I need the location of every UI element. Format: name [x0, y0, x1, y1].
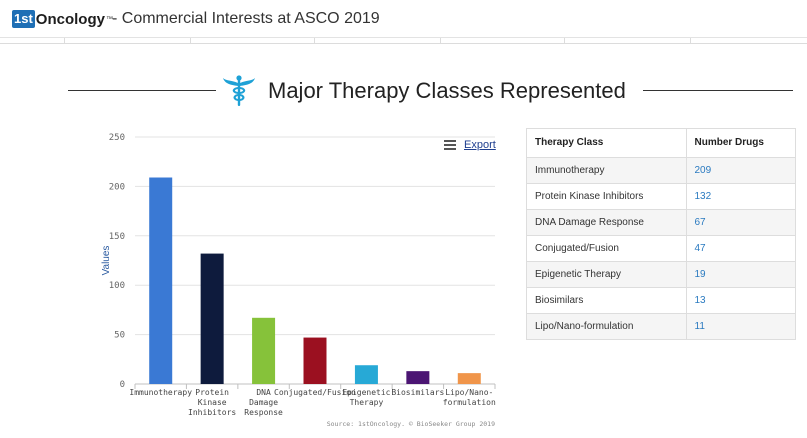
therapy-class-cell: Conjugated/Fusion: [527, 234, 687, 261]
y-axis-title: Values: [101, 246, 112, 276]
y-tick-label: 0: [120, 380, 125, 390]
therapy-class-cell: Protein Kinase Inhibitors: [527, 182, 687, 209]
bar: [149, 177, 173, 384]
column-header-therapy-class[interactable]: Therapy Class: [527, 129, 687, 158]
nav-divider: [64, 38, 65, 44]
logo-trademark: ™: [105, 15, 113, 23]
heading-rule-left: [68, 90, 216, 91]
table-row: Epigenetic Therapy 19: [527, 260, 795, 287]
x-tick-label: Protein: [195, 388, 229, 397]
drug-count-cell[interactable]: 132: [686, 182, 795, 209]
chart-credit: Source: 1stOncology. © BioSeeker Group 2…: [327, 420, 495, 428]
therapy-class-cell: DNA Damage Response: [527, 208, 687, 235]
nav-divider: [314, 38, 315, 44]
bar: [406, 371, 430, 384]
x-tick-label: Conjugated/Fusion: [274, 388, 356, 397]
table-row: Biosimilars 13: [527, 286, 795, 313]
bar: [303, 337, 327, 384]
table-row: Lipo/Nano-formulation 11: [527, 312, 795, 339]
therapy-class-cell: Immunotherapy: [527, 156, 687, 183]
drug-count-cell[interactable]: 209: [686, 156, 795, 183]
x-tick-label: Biosimilars: [391, 388, 444, 397]
therapy-class-cell: Biosimilars: [527, 286, 687, 313]
table-row: Conjugated/Fusion 47: [527, 234, 795, 261]
x-tick-label: Immunotherapy: [129, 388, 192, 397]
nav-divider: [190, 38, 191, 44]
bar: [354, 365, 378, 384]
logo-wordmark: Oncology: [35, 10, 105, 28]
table-header-row: Therapy Class Number Drugs: [527, 129, 795, 158]
drug-count-cell[interactable]: 11: [686, 312, 795, 339]
y-tick-label: 150: [109, 232, 125, 242]
table-row: Protein Kinase Inhibitors 132: [527, 182, 795, 209]
nav-divider: [564, 38, 565, 44]
table-row: DNA Damage Response 67: [527, 208, 795, 235]
bar: [200, 253, 224, 384]
x-tick-label: formulation: [443, 398, 496, 407]
export-button[interactable]: Export: [444, 139, 496, 151]
therapy-class-cell: Epigenetic Therapy: [527, 260, 687, 287]
therapy-class-table: Therapy Class Number Drugs Immunotherapy…: [526, 128, 796, 340]
y-tick-label: 50: [114, 331, 125, 341]
nav-divider: [440, 38, 441, 44]
bar-chart: 0 50 100 150 200 250 Values Immunotherapy Protei…: [90, 128, 510, 433]
drug-count-cell[interactable]: 19: [686, 260, 795, 287]
app-logo[interactable]: 1st Oncology ™: [12, 8, 113, 30]
heading-rule-right: [643, 90, 793, 91]
nav-strip: [0, 38, 807, 44]
therapy-class-cell: Lipo/Nano-formulation: [527, 312, 687, 339]
y-tick-label: 100: [109, 281, 125, 291]
x-tick-label: DNA: [256, 388, 271, 397]
bar: [457, 373, 481, 384]
y-tick-label: 250: [109, 133, 125, 143]
section-heading: Major Therapy Classes Represented: [0, 72, 807, 112]
x-tick-label: Response: [244, 408, 283, 417]
drug-count-cell[interactable]: 67: [686, 208, 795, 235]
x-tick-label: Damage: [249, 398, 278, 407]
nav-divider: [690, 38, 691, 44]
export-label[interactable]: Export: [464, 139, 496, 151]
x-tick-label: Kinase: [198, 398, 227, 407]
x-tick-label: Lipo/Nano-: [445, 388, 493, 397]
section-title: Major Therapy Classes Represented: [268, 78, 626, 103]
top-header: 1st Oncology ™ - Commercial Interests at…: [0, 0, 807, 38]
hamburger-menu-icon[interactable]: [444, 140, 456, 150]
table-row: Immunotherapy 209: [527, 156, 795, 183]
drug-count-cell[interactable]: 13: [686, 286, 795, 313]
page-title: - Commercial Interests at ASCO 2019: [112, 10, 380, 27]
logo-1st-mark: 1st: [12, 10, 35, 28]
caduceus-icon: [223, 75, 255, 106]
y-tick-label: 200: [109, 182, 125, 192]
drug-count-cell[interactable]: 47: [686, 234, 795, 261]
bar: [252, 317, 276, 384]
x-tick-label: Inhibitors: [188, 408, 236, 417]
x-tick-label: Epigenetic: [342, 388, 390, 397]
chart-canvas: 0 50 100 150 200 250 Values Immunotherapy Protei…: [101, 133, 496, 428]
column-header-number-drugs[interactable]: Number Drugs: [686, 129, 795, 158]
x-tick-label: Therapy: [350, 398, 384, 407]
